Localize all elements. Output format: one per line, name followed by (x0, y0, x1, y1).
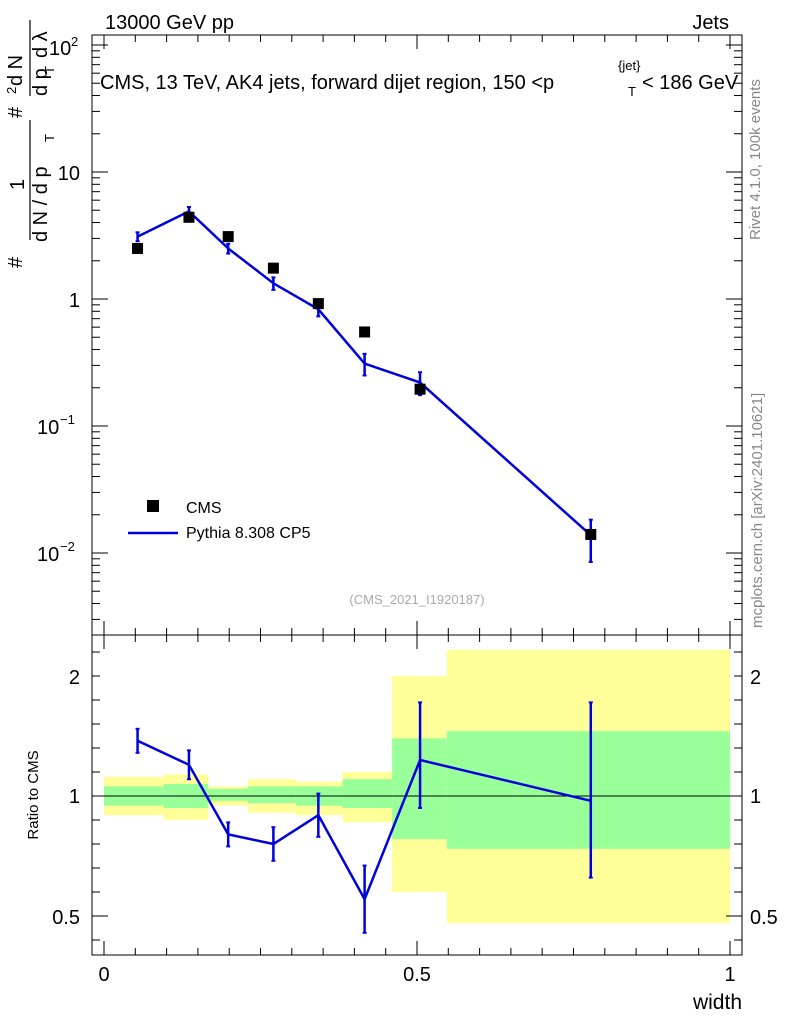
x-tick-label-1: 1 (724, 964, 735, 986)
ratio-stat-band (446, 731, 730, 849)
y-tick-label-0.1: 10 −1 (37, 412, 75, 439)
cms-data-point (359, 326, 371, 338)
ratio-axis-ticks (92, 635, 742, 955)
main-panel: 10 2 10 1 10 −1 10 −2 CMS, 13 TeV, AK4 j… (4, 20, 743, 636)
ratio-y-axis-label: Ratio to CMS (25, 750, 42, 839)
chart-title: CMS, 13 TeV, AK4 jets, forward dijet reg… (100, 58, 739, 99)
cms-data-point (312, 298, 324, 310)
svg-text:d N / d p: d N / d p (30, 166, 52, 242)
svg-text:{jet}: {jet} (618, 58, 641, 73)
ratio-y-tick-0.5: 0.5 (52, 907, 80, 929)
x-tick-labels: 0 0.5 1 (98, 964, 735, 986)
category-label: Jets (692, 12, 729, 34)
svg-text:10: 10 (37, 544, 59, 566)
legend-marker-cms (147, 500, 159, 512)
legend-label-pythia: Pythia 8.308 CP5 (186, 525, 311, 542)
cms-data-point (267, 262, 279, 274)
cms-data-point (414, 383, 426, 395)
main-frame (91, 34, 743, 636)
cms-data-point (132, 242, 144, 254)
cms-data-point (585, 528, 597, 540)
y-tick-label-0.01: 10 −2 (37, 539, 75, 566)
svg-text:−1: −1 (60, 412, 75, 427)
ratio-frame (91, 634, 743, 956)
svg-text:T: T (42, 66, 57, 74)
main-axis-ticks (92, 35, 742, 635)
x-axis-label: width (692, 991, 742, 1014)
legend-label-cms: CMS (186, 500, 222, 517)
ratio-stat-band (208, 788, 249, 801)
pythia-line (137, 209, 592, 537)
ratio-panel: 2 1 0.5 2 1 0.5 Ratio to CMS 0 0.5 1 wid… (25, 634, 778, 1014)
svg-text:d p: d p (30, 68, 52, 96)
rivet-version-label: Rivet 4.1.0, 100k events (747, 79, 764, 240)
svg-text:10: 10 (49, 38, 71, 60)
x-tick-label-0.5: 0.5 (403, 964, 431, 986)
svg-text:2: 2 (71, 34, 78, 49)
svg-text:−2: −2 (60, 539, 75, 554)
ratio-stat-band (248, 786, 296, 804)
cms-data-point (222, 231, 234, 243)
ratio-y-tick-2: 2 (69, 667, 80, 689)
mcplots-label: mcplots.cern.ch [arXiv:2401.10621] (749, 393, 766, 628)
y-tick-label-1: 1 (69, 290, 80, 312)
svg-text:CMS, 13 TeV, AK4 jets, forward: CMS, 13 TeV, AK4 jets, forward dijet reg… (100, 72, 554, 94)
svg-text:#: # (5, 106, 27, 118)
svg-text:< 186 GeV: < 186 GeV (642, 72, 739, 94)
ratio-y-tick-labels-left: 2 1 0.5 (52, 667, 80, 929)
cms-data-point (183, 211, 195, 223)
svg-text:2: 2 (4, 87, 19, 94)
y-tick-label-10: 10 (58, 163, 80, 185)
analysis-label: (CMS_2021_I1920187) (349, 592, 484, 607)
ratio-y-tick-1: 1 (69, 786, 80, 808)
ratio-series (135, 701, 593, 934)
ratio-stat-band (342, 779, 393, 808)
svg-text:1: 1 (7, 179, 29, 190)
ratio-y-tick-labels-right: 2 1 0.5 (750, 667, 778, 929)
ratio-y-tick-1-right: 1 (750, 786, 761, 808)
svg-text:T: T (42, 134, 57, 142)
ratio-uncertainty-bands (92, 649, 742, 924)
ratio-y-tick-0.5-right: 0.5 (750, 907, 778, 929)
ratio-line (137, 739, 592, 903)
svg-text:d N: d N (5, 55, 27, 86)
x-tick-label-0: 0 (98, 964, 109, 986)
svg-text:T: T (628, 84, 636, 99)
svg-text:#: # (5, 256, 27, 268)
main-y-axis-label: # 1 d N / d p T # 2 d N d p T d λ (4, 20, 57, 268)
energy-label: 13000 GeV pp (105, 12, 234, 34)
ratio-y-tick-2-right: 2 (750, 667, 761, 689)
y-tick-label-100: 10 2 (49, 34, 78, 60)
svg-text:10: 10 (37, 417, 59, 439)
svg-text:d λ: d λ (30, 31, 52, 58)
main-y-tick-labels: 10 2 10 1 10 −1 10 −2 (37, 34, 80, 566)
legend: CMS Pythia 8.308 CP5 (128, 500, 311, 542)
main-series (132, 206, 597, 563)
